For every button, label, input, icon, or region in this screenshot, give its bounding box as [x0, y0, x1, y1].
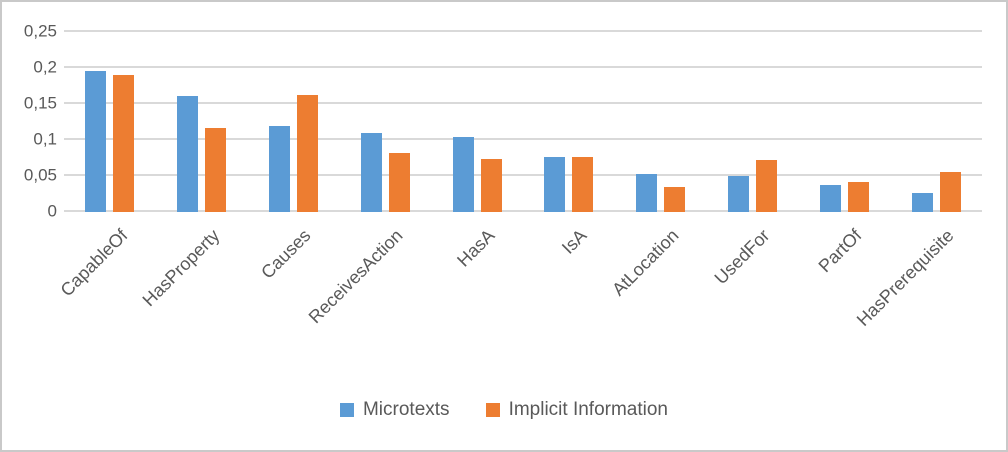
bar-microtexts-atlocation — [636, 173, 658, 212]
gridline — [64, 174, 982, 176]
bar-microtexts-causes — [269, 126, 290, 212]
bar-implicit-information-hasprerequisite — [939, 172, 961, 212]
y-tick-label: 0,25 — [23, 21, 57, 41]
x-axis-label: AtLocation — [607, 225, 683, 300]
bar-implicit-information-hasa — [480, 159, 502, 212]
x-axis-label: HasPrerequisite — [852, 225, 958, 330]
gridline — [64, 66, 982, 68]
y-tick-label: 0,1 — [33, 129, 57, 149]
bar-implicit-information-isa — [572, 156, 594, 212]
bar-implicit-information-partof — [847, 181, 869, 212]
bar-microtexts-partof — [819, 185, 841, 212]
legend-label: Microtexts — [362, 399, 450, 420]
bar-implicit-information-causes — [297, 94, 318, 212]
bar-implicit-information-receivesaction — [388, 152, 410, 212]
legend-item-microtexts: Microtexts — [339, 399, 450, 421]
y-tick-label: 0,2 — [33, 57, 57, 77]
bar-microtexts-hasproperty — [177, 96, 199, 212]
x-axis-label: PartOf — [814, 225, 866, 277]
gridline — [64, 138, 982, 140]
y-tick-label: 0 — [47, 201, 57, 221]
bar-implicit-information-atlocation — [664, 186, 686, 212]
x-axis-label: CapableOf — [56, 225, 132, 301]
bar-implicit-information-capableof — [113, 75, 135, 212]
legend-swatch-icon — [339, 403, 354, 417]
gridline — [64, 210, 982, 212]
bar-microtexts-receivesaction — [360, 132, 382, 212]
x-axis-label: HasA — [453, 225, 499, 271]
x-axis-label: IsA — [557, 225, 591, 258]
bar-microtexts-capableof — [85, 70, 107, 212]
x-axis-label: ReceivesAction — [304, 225, 407, 328]
bar-microtexts-isa — [544, 157, 566, 212]
legend-swatch-icon — [485, 403, 500, 417]
legend: Microtexts Implicit Information — [2, 399, 1006, 421]
gridline — [64, 102, 982, 104]
bar-microtexts-hasa — [452, 137, 474, 212]
y-tick-label: 0,15 — [23, 93, 57, 113]
y-tick-label: 0,05 — [23, 165, 57, 185]
x-axis-label: HasProperty — [138, 225, 224, 311]
x-axis-label: Causes — [257, 225, 315, 283]
bar-microtexts-usedfor — [728, 176, 749, 212]
legend-label: Implicit Information — [508, 399, 669, 420]
x-axis-label: UsedFor — [710, 225, 774, 289]
bar-implicit-information-hasproperty — [205, 128, 227, 212]
legend-item-implicit-information: Implicit Information — [485, 399, 669, 421]
bar-implicit-information-usedfor — [756, 160, 777, 212]
gridline — [64, 30, 982, 32]
bar-microtexts-hasprerequisite — [911, 192, 933, 212]
